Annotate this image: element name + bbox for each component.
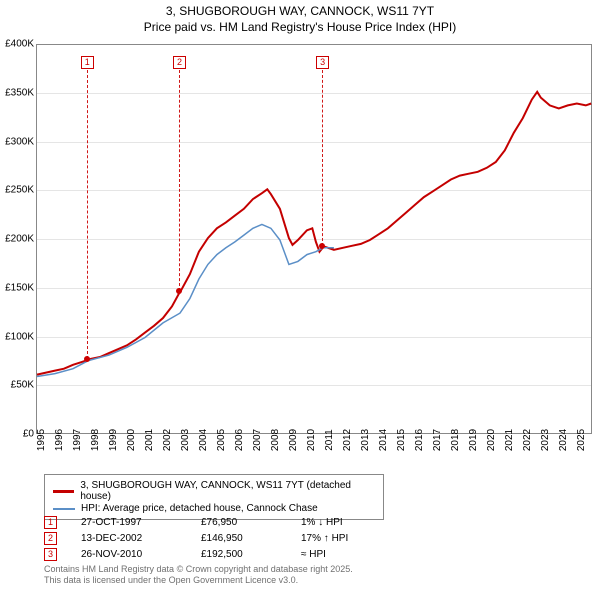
x-tick-label: 2001 [144, 429, 155, 451]
marker-box: 2 [173, 56, 186, 69]
x-tick-label: 2009 [288, 429, 299, 451]
legend-item: 3, SHUGBOROUGH WAY, CANNOCK, WS11 7YT (d… [53, 480, 375, 502]
x-tick-label: 2014 [378, 429, 389, 451]
txn-date: 26-NOV-2010 [81, 549, 201, 560]
x-tick-label: 2010 [306, 429, 317, 451]
x-tick-label: 2021 [504, 429, 515, 451]
footer-line-2: This data is licensed under the Open Gov… [44, 575, 353, 586]
transaction-table: 1 27-OCT-1997 £76,950 1% ↓ HPI 2 13-DEC-… [44, 514, 401, 562]
marker-dot [319, 243, 325, 249]
y-tick-label: £300K [0, 136, 34, 147]
x-tick-label: 2013 [360, 429, 371, 451]
marker-dot [176, 288, 182, 294]
x-tick-label: 2023 [540, 429, 551, 451]
y-tick-label: £100K [0, 331, 34, 342]
y-tick-label: £50K [0, 380, 34, 391]
y-tick-label: £150K [0, 282, 34, 293]
txn-marker-icon: 2 [44, 532, 57, 545]
table-row: 2 13-DEC-2002 £146,950 17% ↑ HPI [44, 530, 401, 546]
legend-swatch [53, 508, 75, 510]
txn-marker-icon: 3 [44, 548, 57, 561]
x-tick-label: 2024 [558, 429, 569, 451]
chart-container: 3, SHUGBOROUGH WAY, CANNOCK, WS11 7YT Pr… [0, 0, 600, 590]
x-tick-label: 2020 [486, 429, 497, 451]
x-tick-label: 1998 [90, 429, 101, 451]
x-tick-label: 2016 [414, 429, 425, 451]
plot-svg [37, 45, 593, 435]
marker-dot [84, 356, 90, 362]
y-tick-label: £200K [0, 234, 34, 245]
marker-line [179, 70, 180, 291]
x-tick-label: 2012 [342, 429, 353, 451]
x-tick-label: 2002 [162, 429, 173, 451]
x-tick-label: 2018 [450, 429, 461, 451]
x-tick-label: 2000 [126, 429, 137, 451]
txn-date: 27-OCT-1997 [81, 517, 201, 528]
txn-price: £192,500 [201, 549, 301, 560]
y-tick-label: £0 [0, 429, 34, 440]
chart-title: 3, SHUGBOROUGH WAY, CANNOCK, WS11 7YT Pr… [0, 0, 600, 35]
x-tick-label: 2006 [234, 429, 245, 451]
txn-price: £76,950 [201, 517, 301, 528]
legend-label: 3, SHUGBOROUGH WAY, CANNOCK, WS11 7YT (d… [80, 480, 375, 502]
marker-line [87, 70, 88, 359]
y-tick-label: £250K [0, 185, 34, 196]
x-tick-label: 2019 [468, 429, 479, 451]
footer-line-1: Contains HM Land Registry data © Crown c… [44, 564, 353, 575]
x-tick-label: 2003 [180, 429, 191, 451]
x-tick-label: 1996 [54, 429, 65, 451]
x-tick-label: 2007 [252, 429, 263, 451]
plot-area [36, 44, 592, 434]
x-tick-label: 2011 [324, 429, 335, 451]
x-tick-label: 2017 [432, 429, 443, 451]
marker-line [322, 70, 323, 246]
legend-item: HPI: Average price, detached house, Cann… [53, 503, 375, 514]
footer-attribution: Contains HM Land Registry data © Crown c… [44, 564, 353, 586]
series-line-hpi [37, 224, 334, 376]
x-tick-label: 2005 [216, 429, 227, 451]
txn-date: 13-DEC-2002 [81, 533, 201, 544]
txn-pct: ≈ HPI [301, 549, 401, 560]
y-tick-label: £350K [0, 87, 34, 98]
x-tick-label: 1999 [108, 429, 119, 451]
series-line-price_paid [37, 92, 591, 375]
table-row: 3 26-NOV-2010 £192,500 ≈ HPI [44, 546, 401, 562]
title-line-1: 3, SHUGBOROUGH WAY, CANNOCK, WS11 7YT [0, 4, 600, 20]
x-tick-label: 2025 [576, 429, 587, 451]
marker-box: 1 [81, 56, 94, 69]
x-tick-label: 1995 [36, 429, 47, 451]
legend-swatch [53, 490, 74, 493]
txn-price: £146,950 [201, 533, 301, 544]
x-tick-label: 2008 [270, 429, 281, 451]
table-row: 1 27-OCT-1997 £76,950 1% ↓ HPI [44, 514, 401, 530]
title-line-2: Price paid vs. HM Land Registry's House … [0, 20, 600, 36]
legend-label: HPI: Average price, detached house, Cann… [81, 503, 318, 514]
x-tick-label: 1997 [72, 429, 83, 451]
x-tick-label: 2015 [396, 429, 407, 451]
x-tick-label: 2004 [198, 429, 209, 451]
x-tick-label: 2022 [522, 429, 533, 451]
txn-pct: 17% ↑ HPI [301, 533, 401, 544]
y-tick-label: £400K [0, 39, 34, 50]
txn-marker-icon: 1 [44, 516, 57, 529]
marker-box: 3 [316, 56, 329, 69]
txn-pct: 1% ↓ HPI [301, 517, 401, 528]
